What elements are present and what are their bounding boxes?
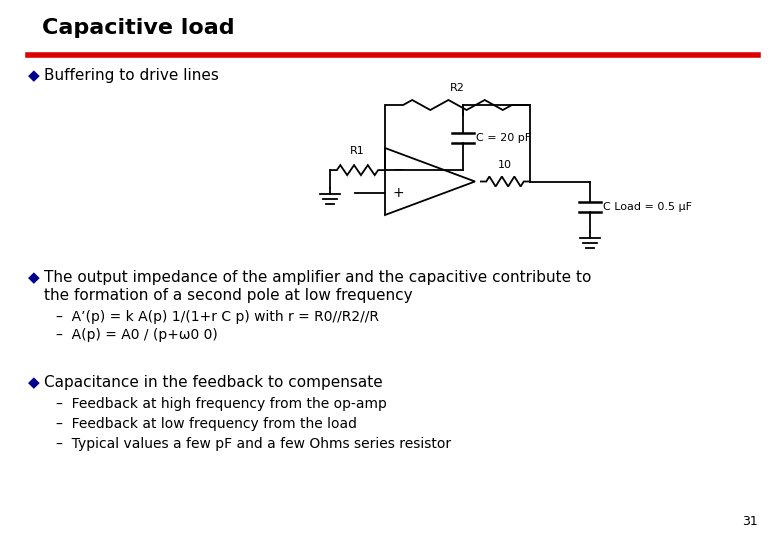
Text: C Load = 0.5 μF: C Load = 0.5 μF: [603, 201, 692, 212]
Text: –  A’(p) = k A(p) 1/(1+r C p) with r = R0//R2//R: – A’(p) = k A(p) 1/(1+r C p) with r = R0…: [56, 310, 379, 324]
Text: C = 20 pF: C = 20 pF: [477, 132, 532, 143]
Text: –  A(p) = A0 / (p+ω0 0): – A(p) = A0 / (p+ω0 0): [56, 328, 218, 342]
Text: The output impedance of the amplifier and the capacitive contribute to: The output impedance of the amplifier an…: [44, 270, 591, 285]
Text: ◆: ◆: [28, 68, 40, 83]
Text: Capacitance in the feedback to compensate: Capacitance in the feedback to compensat…: [44, 375, 383, 390]
Text: 10: 10: [498, 159, 512, 170]
Text: Buffering to drive lines: Buffering to drive lines: [44, 68, 219, 83]
Text: ◆: ◆: [28, 270, 40, 285]
Text: Capacitive load: Capacitive load: [42, 18, 235, 38]
Text: −: −: [393, 163, 405, 177]
Text: ◆: ◆: [28, 375, 40, 390]
Text: R2: R2: [450, 83, 465, 93]
Text: +: +: [393, 186, 405, 200]
Text: the formation of a second pole at low frequency: the formation of a second pole at low fr…: [44, 288, 413, 303]
Text: –  Typical values a few pF and a few Ohms series resistor: – Typical values a few pF and a few Ohms…: [56, 437, 451, 451]
Text: R1: R1: [350, 146, 365, 156]
Text: 31: 31: [743, 515, 758, 528]
Text: –  Feedback at high frequency from the op-amp: – Feedback at high frequency from the op…: [56, 397, 387, 411]
Text: –  Feedback at low frequency from the load: – Feedback at low frequency from the loa…: [56, 417, 357, 431]
